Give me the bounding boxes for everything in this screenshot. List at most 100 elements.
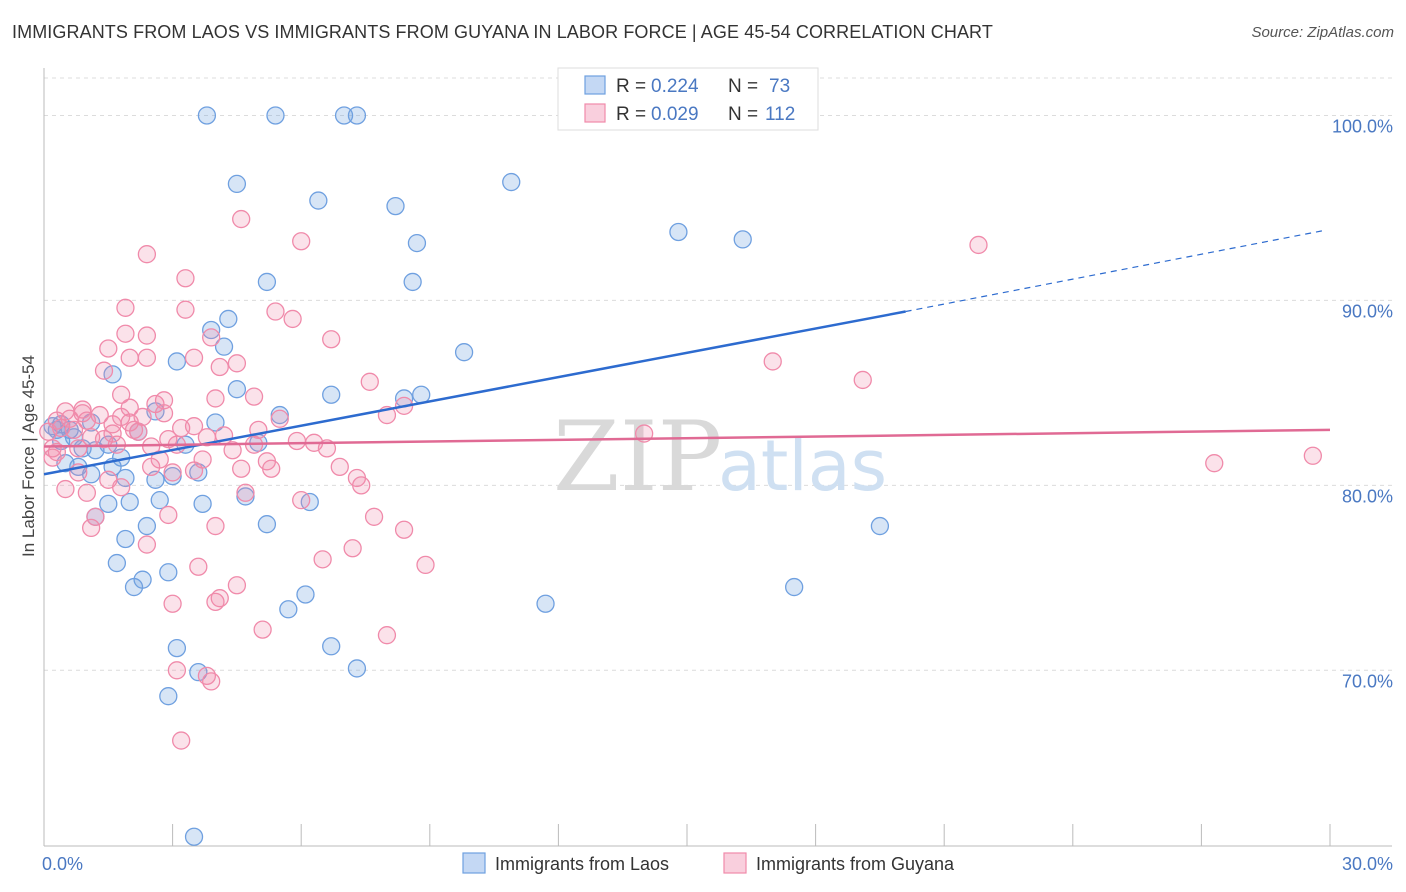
point-laos [347,659,367,678]
chart-source: Source: ZipAtlas.com [1251,24,1394,41]
point-guyana [112,478,131,497]
point-guyana [176,269,195,288]
point-guyana [137,535,157,554]
point-guyana [176,300,195,319]
point-guyana [1303,446,1323,465]
legend-r-label-guyana: R = [616,104,646,125]
legend: R = 0.224 N = 73 R = 0.029 N = 112 [557,67,819,131]
point-guyana [210,357,229,377]
point-guyana [39,422,58,441]
point-laos [206,413,225,432]
point-laos [214,337,234,356]
point-guyana [853,370,872,390]
point-guyana [82,518,101,538]
bottom-legend-label-guyana: Immigrants from Guyana [756,854,955,874]
point-guyana [94,429,114,449]
point-laos [120,492,139,512]
point-guyana [416,555,435,575]
point-guyana [154,404,174,423]
point-guyana [159,505,178,525]
bottom-legend-swatch-guyana [723,852,747,874]
point-guyana [184,461,204,480]
point-guyana [236,483,255,502]
trend-line-guyana [43,428,1331,448]
point-laos [322,385,341,404]
point-guyana [189,557,208,576]
point-guyana [283,309,302,329]
point-laos [159,563,178,582]
trend-line-laos [43,310,906,476]
point-laos [733,230,752,249]
point-guyana [969,235,988,255]
point-laos [202,320,221,340]
chart-title: IMMIGRANTS FROM LAOS VS IMMIGRANTS FROM … [12,22,993,42]
point-guyana [223,441,242,460]
y-tick-label: 70.0% [1342,671,1393,691]
bottom-legend: Immigrants from Laos Immigrants from Guy… [462,852,955,874]
y-tick-label: 100.0% [1332,116,1393,136]
point-guyana [137,326,157,345]
legend-r-label-laos: R = [616,76,646,97]
point-laos [227,174,247,194]
point-guyana [232,209,251,229]
point-guyana [172,418,191,438]
point-guyana [172,731,191,750]
point-laos [227,380,247,399]
bottom-legend-label-laos: Immigrants from Laos [495,854,669,874]
x-tick-label: 0.0% [42,854,83,874]
point-guyana [1205,454,1224,473]
point-laos [124,577,144,597]
point-laos [322,637,341,656]
point-laos [257,272,277,292]
point-guyana [330,457,349,477]
point-laos [347,106,367,125]
point-guyana [43,448,62,467]
point-guyana [90,405,109,425]
point-guyana [266,302,285,321]
point-guyana [69,439,88,458]
point-guyana [137,245,157,264]
point-guyana [232,459,251,478]
point-guyana [56,479,75,499]
point-laos [407,233,427,253]
point-guyana [116,324,135,343]
point-guyana [244,387,264,406]
point-laos [334,106,354,125]
legend-n-label-guyana: N = [728,104,758,125]
point-guyana [253,620,272,639]
point-laos [116,529,135,549]
point-laos [219,309,238,329]
legend-n-value-guyana: 112 [765,104,795,125]
point-guyana [206,389,225,408]
point-laos [403,272,422,292]
y-tick-label: 90.0% [1342,301,1393,321]
point-guyana [292,491,311,510]
point-guyana [99,339,118,358]
data-points [39,106,1323,846]
legend-n-value-laos: 73 [769,76,790,97]
y-axis-label: In Labor Force | Age 45-54 [19,355,38,557]
point-guyana [77,483,97,502]
point-laos [870,516,890,536]
point-guyana [394,520,414,539]
point-laos [167,352,187,371]
point-guyana [257,452,277,471]
point-guyana [343,539,362,558]
trend-line-extension-laos [905,229,1326,313]
x-tick-label: 30.0% [1342,854,1393,874]
point-laos [137,516,157,536]
point-guyana [202,328,221,347]
y-tick-label: 80.0% [1342,486,1393,506]
point-guyana [360,372,379,391]
grid [44,77,1392,671]
point-guyana [364,507,384,526]
point-guyana [202,672,221,691]
legend-swatch-guyana [584,103,606,123]
point-laos [159,687,178,706]
tick-labels: 100.0% 90.0% 80.0% 70.0% 0.0% 30.0% [42,116,1393,874]
point-guyana [206,592,225,612]
point-guyana [94,361,114,380]
point-laos [193,494,212,514]
point-laos [184,827,204,846]
point-laos [99,494,118,514]
